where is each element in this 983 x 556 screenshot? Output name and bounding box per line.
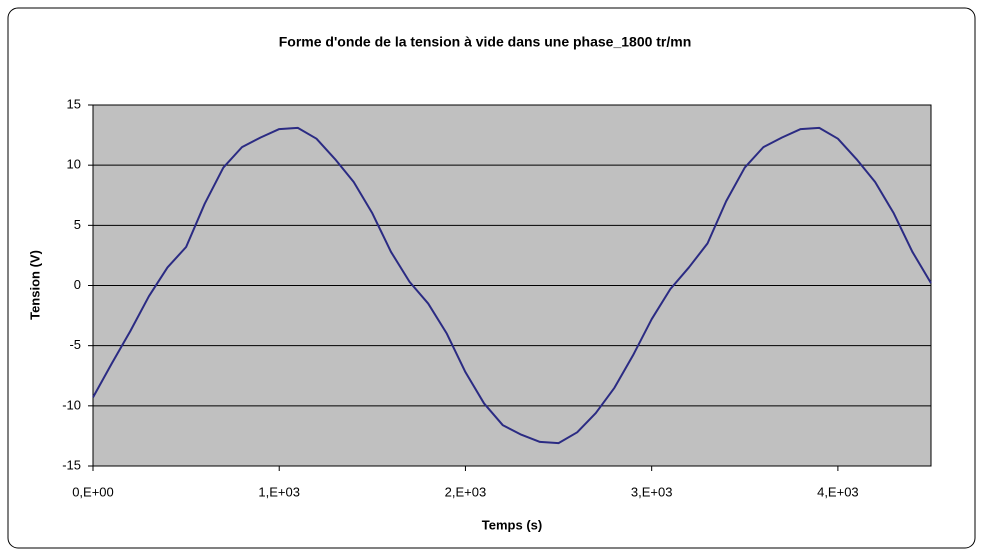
plot-border bbox=[92, 104, 932, 467]
data-line bbox=[92, 126, 932, 445]
y-tick-label: 10 bbox=[67, 157, 81, 172]
x-tick-label: 2,E+03 bbox=[445, 484, 487, 499]
x-tick-label: 4,E+03 bbox=[817, 484, 859, 499]
y-tick-label: 5 bbox=[74, 217, 81, 232]
y-tick-label: -10 bbox=[62, 397, 81, 412]
x-axis-label: Temps (s) bbox=[482, 517, 542, 532]
y-tick-label: -5 bbox=[69, 337, 81, 352]
y-tick-label: 0 bbox=[74, 277, 81, 292]
y-axis-label: Tension (V) bbox=[27, 250, 42, 320]
x-tick-label: 3,E+03 bbox=[631, 484, 673, 499]
chart-title: Forme d'onde de la tension à vide dans u… bbox=[279, 34, 692, 50]
y-tick-label: 15 bbox=[67, 96, 81, 111]
y-tick-label: -15 bbox=[62, 457, 81, 472]
x-tick-label: 0,E+00 bbox=[72, 484, 114, 499]
x-tick-label: 1,E+03 bbox=[258, 484, 300, 499]
